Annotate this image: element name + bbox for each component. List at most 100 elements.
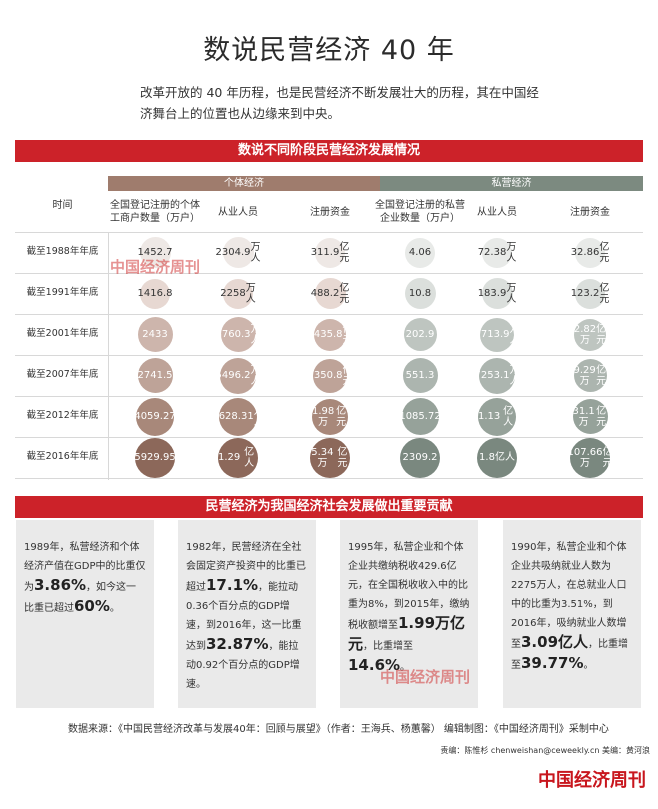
data-label: 1085.72 <box>399 411 441 422</box>
data-bubble: 2258 万人 <box>220 278 256 309</box>
data-label: 72.38 <box>477 247 507 258</box>
card-sentence: 。 <box>400 662 411 673</box>
group-private-header: 私营经济 <box>380 176 643 191</box>
watermark: 中国经济周刊 <box>380 668 471 686</box>
contribution-card: 1982年，民营经济在全社会固定资产投资中的比重已超过17.1%，能拉动0.36… <box>178 520 316 708</box>
card-sentence: 1982年，民营经济在全社会固定资产投资中的比重已超过 <box>186 542 306 593</box>
data-label: 5.34万 <box>311 446 334 469</box>
data-label: 311.9 <box>310 247 340 258</box>
data-bubble: 1.29 亿人 <box>218 437 258 478</box>
data-label: 5496.2 <box>215 370 251 381</box>
intro-text: 改革开放的 40 年历程，也是民营经济不断发展壮大的历程，其在中国经济舞台上的位… <box>140 85 539 121</box>
data-label: 亿人 <box>494 452 515 463</box>
data-bubble: 2309.2 <box>400 437 440 478</box>
data-label: 万人 <box>250 364 261 387</box>
data-bubble: 7253.1 万人 <box>475 357 520 394</box>
data-label: 万人 <box>506 241 517 264</box>
row-divider <box>15 314 643 315</box>
data-bubble: 9.29万 亿元 <box>573 359 607 392</box>
row-label: 截至2007年年底 <box>26 369 99 380</box>
contribution-card: 1989年，私营经济和个体经济产值在GDP中的比重仅为3.86%，如今这一比重已… <box>16 520 154 708</box>
data-label: 3435.8 <box>307 329 343 340</box>
data-label: 2433 <box>142 329 168 340</box>
data-label: 万人 <box>506 282 517 305</box>
page-title: 数说民营经济 40 年 <box>203 35 455 66</box>
data-label: 4.06 <box>408 247 432 258</box>
data-label: 亿元 <box>602 446 613 469</box>
data-bubble: 1452.7 <box>137 237 173 268</box>
data-bubble: 107.66万 亿元 <box>567 437 613 478</box>
highlight-number: 1.99万亿元 <box>348 614 466 653</box>
data-label: 183.9 <box>477 288 507 299</box>
highlight-number: 3.86% <box>34 576 87 594</box>
data-bubble: 5.34万 亿元 <box>310 437 350 478</box>
data-label: 1.13 <box>478 411 501 422</box>
magazine-logo: 中国经济周刊 <box>538 770 646 791</box>
data-bubble: 10.8 <box>404 278 436 309</box>
data-bubble: 2741.5 <box>137 358 173 393</box>
data-label: 万人 <box>509 323 520 346</box>
data-bubble: 31.1万 亿元 <box>572 399 608 434</box>
column-header: 从业人员 <box>477 206 517 218</box>
card-text: 1995年，私营企业和个体企业共缴纳税收429.6亿元，在全国税收收入中的比重为… <box>348 538 470 677</box>
data-label: 亿元 <box>596 364 607 387</box>
column-header: 全国登记注册的个体工商户数量（万户） <box>110 200 200 224</box>
data-label: 亿元 <box>336 405 347 428</box>
row-divider <box>15 478 643 479</box>
data-label: 4059.27 <box>134 411 176 422</box>
data-label: 1.8 <box>479 452 495 463</box>
data-bubble: 1085.72 <box>399 398 441 435</box>
data-label: 亿元 <box>596 323 607 346</box>
card-text: 1990年，私营企业和个体企业共吸纳就业人数为2275万人，在总就业人口中的比重… <box>511 538 633 675</box>
data-bubble: 72.38 万人 <box>478 237 516 268</box>
data-bubble: 7350.8 亿元 <box>308 358 353 393</box>
row-divider <box>15 273 643 274</box>
time-column-header: 时间 <box>52 200 73 211</box>
data-bubble: 2304.9 万人 <box>216 237 261 268</box>
card-sentence: ，比重增至 <box>511 639 629 671</box>
column-header: 全国登记注册的私营企业数量（万户） <box>375 200 465 224</box>
data-bubble: 2713.9 万人 <box>475 317 520 352</box>
contribution-card: 1995年，私营企业和个体企业共缴纳税收429.6亿元，在全国税收收入中的比重为… <box>340 520 478 708</box>
data-label: 4760.3 <box>215 329 251 340</box>
data-label: 107.66万 <box>567 446 603 469</box>
data-label: 551.3 <box>405 370 435 381</box>
source-note: 数据来源：《中国民营经济改革与发展40年：回顾与展望》（作者：王海兵、杨蕙馨） … <box>68 724 609 735</box>
data-label: 1.98万 <box>312 405 335 428</box>
data-label: 万人 <box>509 364 520 387</box>
column-divider <box>108 232 109 480</box>
data-label: 亿元 <box>596 405 607 428</box>
credit-note: 责编：陈惟杉 chenweishan@ceweekly.cn 美编：黄河浪 <box>440 746 650 755</box>
section2-title: 民营经济为我国经济社会发展做出重要贡献 <box>15 496 643 518</box>
data-bubble: 5929.95 <box>134 437 176 478</box>
data-label: 亿元 <box>337 446 348 469</box>
card-sentence: 1989年，私营经济和个体经济产值在GDP中的比重仅为 <box>24 542 146 593</box>
data-label: 9.29万 <box>573 364 596 387</box>
highlight-number: 60% <box>74 597 110 615</box>
card-text: 1982年，民营经济在全社会固定资产投资中的比重已超过17.1%，能拉动0.36… <box>186 538 308 694</box>
data-bubble: 8628.31 万人 <box>212 397 264 436</box>
data-bubble: 5496.2 万人 <box>216 357 261 394</box>
card-sentence: ，能拉动0.36个百分点的GDP增速，到2016年，这一比重达到 <box>186 582 302 652</box>
card-sentence: 1995年，私营企业和个体企业共缴纳税收429.6亿元，在全国税收收入中的比重为… <box>348 542 470 631</box>
card-text: 1989年，私营经济和个体经济产值在GDP中的比重仅为3.86%，如今这一比重已… <box>24 538 146 618</box>
row-label: 截至2001年年底 <box>26 328 99 339</box>
data-bubble: 202.9 <box>403 318 437 351</box>
card-sentence: ，能拉动0.92个百分点的GDP增速。 <box>186 641 300 690</box>
data-label: 31.1万 <box>572 405 595 428</box>
data-bubble: 123.2 亿元 <box>571 278 609 309</box>
data-bubble: 2433 <box>137 317 173 352</box>
data-label: 2741.5 <box>137 370 173 381</box>
highlight-number: 3.09亿人 <box>521 633 589 651</box>
card-sentence: 。 <box>583 660 594 671</box>
data-bubble: 1.8 亿人 <box>477 437 517 478</box>
data-label: 2309.2 <box>402 452 438 463</box>
highlight-number: 17.1% <box>206 576 259 594</box>
card-sentence: ，如今这一比重已超过 <box>24 582 137 614</box>
highlight-number: 39.77% <box>521 654 584 672</box>
data-label: 7350.8 <box>307 370 343 381</box>
data-label: 亿元 <box>339 241 350 264</box>
card-sentence: 1990年，私营企业和个体企业共吸纳就业人数为2275万人，在总就业人口中的比重… <box>511 542 627 650</box>
row-label: 截至2016年年底 <box>26 451 99 462</box>
data-label: 1452.7 <box>137 247 173 258</box>
